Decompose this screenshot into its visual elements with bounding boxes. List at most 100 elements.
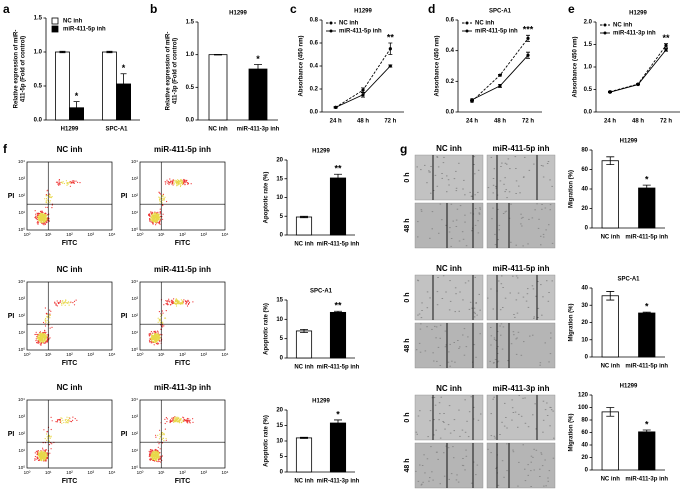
flow-dot — [158, 460, 160, 462]
texture — [416, 433, 418, 435]
bar — [55, 51, 70, 121]
flow-dot — [189, 419, 191, 421]
flow-dot — [42, 333, 44, 335]
flow-dot — [42, 221, 44, 223]
flow-dot — [173, 419, 176, 421]
flow-dot — [39, 453, 41, 455]
flow-dot — [62, 301, 64, 303]
y-tick-label: 10¹ — [18, 448, 25, 453]
texture — [448, 351, 450, 353]
flow-dot — [149, 218, 151, 220]
flow-dot — [45, 332, 47, 334]
flow-dot — [48, 321, 50, 323]
flow-dot — [44, 342, 46, 344]
flow-dot — [48, 316, 50, 318]
flow-dot — [44, 215, 47, 217]
flow-dot — [47, 454, 49, 456]
texture — [437, 458, 439, 460]
texture — [531, 285, 534, 287]
flow-dot — [152, 339, 154, 341]
flow-dot — [156, 213, 159, 215]
texture — [462, 334, 464, 336]
flow-dot — [65, 299, 67, 301]
flow-dot — [48, 338, 50, 340]
flow-dot — [177, 421, 179, 423]
flow-dot — [152, 223, 154, 225]
flow-dot — [35, 213, 37, 215]
flow-dot — [168, 300, 170, 302]
flow-dot — [162, 437, 164, 439]
y-tick-label: 0.2 — [446, 79, 455, 85]
x-tick-label: H1299 — [61, 127, 79, 133]
flow-dot — [150, 453, 153, 456]
flow-dot — [39, 221, 41, 223]
flow-dot — [150, 452, 152, 454]
flow-dot — [37, 342, 39, 344]
flow-dot — [45, 194, 48, 196]
flow-dot — [152, 220, 155, 222]
plot-label: NC inh — [57, 265, 83, 274]
flow-dot — [159, 201, 161, 203]
flow-dot — [49, 436, 51, 438]
texture — [439, 483, 441, 485]
flow-dot — [175, 181, 177, 183]
flow-dot — [39, 217, 41, 219]
flow-dot — [65, 180, 67, 182]
x-axis-label: FITC — [62, 240, 78, 247]
flow-dot — [43, 454, 45, 456]
flow-dot — [157, 453, 160, 455]
texture — [478, 212, 480, 214]
wound-image — [414, 322, 484, 369]
texture — [443, 413, 445, 414]
flow-dot — [148, 214, 151, 216]
flow-dot — [175, 298, 177, 300]
texture — [523, 341, 525, 343]
significance: * — [122, 63, 126, 73]
texture — [436, 156, 439, 158]
flow-dot — [162, 218, 164, 220]
y-tick-label: 10² — [18, 431, 25, 436]
texture — [448, 231, 451, 233]
flow-dot — [42, 218, 45, 220]
y-tick-label: 1.0 — [186, 52, 195, 58]
flow-dot — [166, 301, 168, 303]
flow-dot — [163, 304, 165, 306]
x-tick-label: miR-411-5p inh — [625, 364, 668, 370]
texture — [445, 291, 447, 293]
flow-dot — [41, 451, 43, 453]
flow-dot — [45, 452, 47, 454]
texture — [520, 354, 523, 356]
texture — [492, 308, 494, 310]
texture — [506, 443, 508, 445]
flow-dot — [166, 418, 168, 420]
error-bar — [73, 101, 80, 115]
x-tick-label: 48 h — [632, 119, 644, 125]
significance: * — [75, 91, 79, 101]
flow-dot — [163, 440, 165, 442]
x-tick-label: 10⁴ — [222, 232, 229, 237]
texture — [434, 325, 436, 327]
significance: *** — [523, 25, 534, 35]
flow-dot — [149, 459, 151, 461]
texture — [449, 300, 452, 302]
flow-dot — [37, 340, 39, 342]
texture — [463, 354, 466, 356]
point — [361, 93, 365, 97]
bar — [248, 68, 268, 121]
texture — [522, 444, 524, 446]
texture — [548, 224, 550, 226]
flow-dot — [152, 453, 154, 455]
flow-dot — [163, 199, 165, 201]
flow-dot — [46, 315, 48, 318]
flow-dot — [43, 429, 45, 431]
flow-dot — [186, 417, 188, 420]
texture — [551, 280, 553, 282]
texture — [432, 479, 434, 481]
texture — [465, 346, 468, 348]
texture — [527, 243, 529, 245]
flow-dot — [73, 304, 76, 306]
flow-dot — [36, 456, 38, 458]
flow-dot — [150, 211, 152, 213]
texture — [449, 227, 451, 229]
texture — [465, 449, 467, 451]
